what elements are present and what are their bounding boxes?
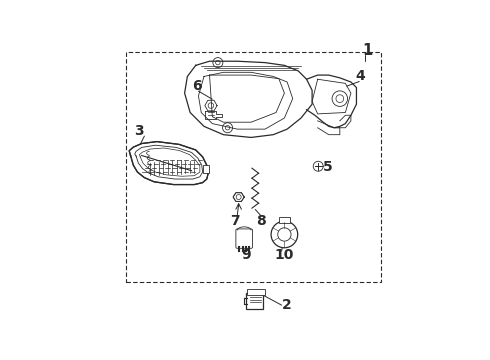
Text: 6: 6 [192,79,202,93]
Circle shape [278,228,291,241]
Text: 3: 3 [134,123,144,138]
Polygon shape [129,141,208,185]
Text: 2: 2 [282,298,292,312]
Text: 4: 4 [356,69,366,84]
Circle shape [313,161,323,171]
Circle shape [216,60,220,65]
FancyBboxPatch shape [279,217,290,223]
Text: 7: 7 [230,213,239,228]
Circle shape [332,91,347,107]
FancyBboxPatch shape [236,229,252,248]
Circle shape [271,221,298,248]
Text: 10: 10 [275,248,294,262]
Text: 1: 1 [363,42,373,58]
FancyBboxPatch shape [203,166,209,173]
Polygon shape [233,193,244,201]
Text: 8: 8 [256,213,266,228]
Circle shape [222,123,233,133]
Circle shape [208,103,214,108]
Text: 5: 5 [322,159,332,174]
Circle shape [236,194,241,199]
Circle shape [225,126,230,130]
Bar [126,51,381,282]
Text: 9: 9 [241,248,250,262]
Circle shape [336,95,343,103]
FancyBboxPatch shape [247,289,265,296]
Circle shape [213,58,223,68]
FancyBboxPatch shape [246,293,263,309]
